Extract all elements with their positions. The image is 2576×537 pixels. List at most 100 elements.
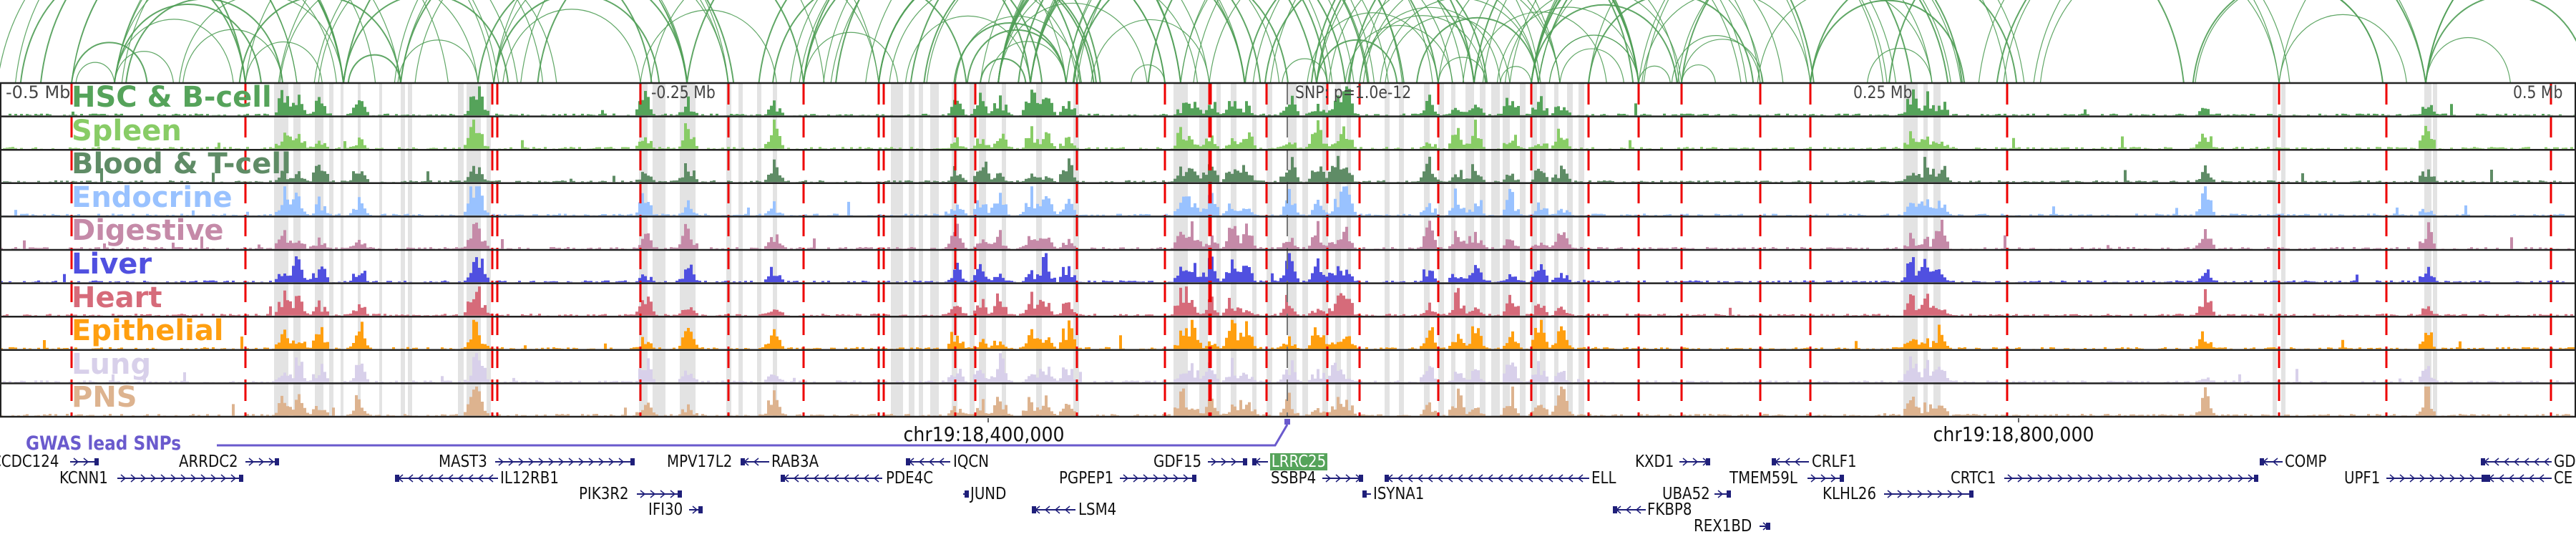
axis-label-right-mid: 0.25 Mb <box>1853 82 1913 102</box>
gene-label-kxd1[interactable]: KXD1 <box>1635 453 1674 471</box>
gene-label-tmem59l[interactable]: TMEM59L <box>1729 469 1797 488</box>
chromatin-loop-arc <box>2425 0 2454 83</box>
exon-block <box>2481 458 2485 465</box>
chromatin-loop-arc <box>71 42 148 83</box>
gene-label-ifi30[interactable]: IFI30 <box>648 500 683 519</box>
strand-arrow-icon <box>1810 474 1817 483</box>
track-label-blood-tcell[interactable]: Blood & T-cell <box>72 147 291 181</box>
strand-arrow-icon <box>578 458 585 466</box>
strand-arrow-icon <box>1527 474 1533 483</box>
chromatin-loop-arc <box>347 54 401 83</box>
exon-block <box>630 458 635 465</box>
gene-label-iqcn[interactable]: IQCN <box>953 453 990 471</box>
chromatin-loop-arc <box>1362 0 1561 83</box>
track-label-heart[interactable]: Heart <box>72 281 162 314</box>
exon-block <box>94 458 99 465</box>
strand-arrow-icon <box>1557 474 1563 483</box>
chromatin-loop-arc <box>502 9 641 83</box>
strand-arrow-icon <box>467 474 474 483</box>
chromatin-loop-arc <box>997 0 1246 83</box>
track-label-liver[interactable]: Liver <box>72 248 152 281</box>
strand-arrow-icon <box>1467 474 1473 483</box>
signal-hsc-b-cell <box>0 86 2576 116</box>
gene-label-ell[interactable]: ELL <box>1591 469 1616 488</box>
strand-arrow-icon <box>863 474 869 483</box>
gene-label-arrdc2[interactable]: ARRDC2 <box>179 453 238 471</box>
gene-label-crlf1[interactable]: CRLF1 <box>1812 453 1857 471</box>
track-label-hsc-bcell[interactable]: HSC & B-cell <box>72 81 272 114</box>
strand-arrow-icon <box>437 474 444 483</box>
axis-label-left-mid: -0.25 Mb <box>651 82 716 102</box>
track-label-lung[interactable]: Lung <box>72 347 152 381</box>
strand-arrow-icon <box>568 458 575 466</box>
strand-arrow-icon <box>1417 474 1423 483</box>
strand-arrow-icon <box>1917 490 1923 498</box>
exon-block <box>1243 458 1247 465</box>
strand-arrow-icon <box>120 474 127 483</box>
gene-label-gd[interactable]: GD <box>2554 453 2576 471</box>
strand-arrow-icon <box>130 474 137 483</box>
gene-label-ccdc124[interactable]: CCDC124 <box>0 453 59 471</box>
track-label-spleen[interactable]: Spleen <box>72 114 182 147</box>
gene-label-mpv17l2[interactable]: MPV17L2 <box>667 453 733 471</box>
strand-arrow-icon <box>200 474 207 483</box>
strand-arrow-icon <box>508 458 514 466</box>
gene-label-lrrc25[interactable]: LRRC25 <box>1270 453 1327 471</box>
strand-arrow-icon <box>793 474 799 483</box>
chromatin-loop-arc <box>2003 0 2290 83</box>
chromatin-loop-arc <box>1538 0 1763 83</box>
chromatin-loop-arc <box>1588 0 1888 83</box>
strand-arrow-icon <box>1547 474 1553 483</box>
chromatin-loop-arc <box>1018 0 1328 83</box>
strand-arrow-icon <box>1335 474 1342 483</box>
chromatin-loop-arc <box>1681 64 1717 83</box>
gene-label-rex1bd[interactable]: REX1BD <box>1694 517 1752 536</box>
strand-arrow-icon <box>427 474 434 483</box>
strand-arrow-icon <box>1487 474 1493 483</box>
strand-arrow-icon <box>1183 474 1189 483</box>
gene-label-comp[interactable]: COMP <box>2285 453 2327 471</box>
strand-arrow-icon <box>1123 474 1129 483</box>
chromatin-loop-arc <box>114 19 234 83</box>
gene-label-pik3r2[interactable]: PIK3R2 <box>579 485 629 503</box>
exon-block <box>1727 490 1731 498</box>
track-label-endocrine[interactable]: Endocrine <box>72 180 233 214</box>
gene-label-rab3a[interactable]: RAB3A <box>771 453 819 471</box>
gene-label-kcnn1[interactable]: KCNN1 <box>59 469 108 488</box>
gene-label-uba52[interactable]: UBA52 <box>1662 485 1710 503</box>
track-label-digestive[interactable]: Digestive <box>72 214 224 248</box>
axis-label-left-end: -0.5 Mb <box>6 82 71 102</box>
strand-arrow-icon <box>1477 474 1483 483</box>
gene-label-klhl26[interactable]: KLHL26 <box>1823 485 1877 503</box>
track-label-pns[interactable]: PNS <box>72 381 137 415</box>
gene-label-crtc1[interactable]: CRTC1 <box>1951 469 1996 488</box>
signal-pns <box>0 386 2576 416</box>
gene-label-gdf15[interactable]: GDF15 <box>1153 453 1202 471</box>
gene-label-ce[interactable]: CE <box>2554 469 2573 488</box>
gene-label-lsm4[interactable]: LSM4 <box>1078 500 1117 519</box>
chromatin-loop-arc <box>1509 0 1897 83</box>
chromatin-loop-arc <box>1677 0 1933 83</box>
gene-label-ssbp4[interactable]: SSBP4 <box>1271 469 1317 488</box>
gene-label-upf1[interactable]: UPF1 <box>2344 469 2381 488</box>
exon-block <box>1613 506 1617 513</box>
track-label-epithelial[interactable]: Epithelial <box>72 314 224 348</box>
gene-label-il12rb1[interactable]: IL12RB1 <box>500 469 559 488</box>
exon-block <box>698 506 703 513</box>
exon-block <box>2486 475 2490 482</box>
gene-label-jund[interactable]: JUND <box>970 485 1007 503</box>
strand-arrow-icon <box>588 458 595 466</box>
exon-block <box>395 475 399 482</box>
gene-label-pgpep1[interactable]: PGPEP1 <box>1059 469 1114 488</box>
strand-arrow-icon <box>2127 474 2134 483</box>
gene-label-fkbp8[interactable]: FKBP8 <box>1647 500 1692 519</box>
gene-label-pde4c[interactable]: PDE4C <box>886 469 934 488</box>
chromatin-loop-arc <box>997 0 1262 83</box>
strand-arrow-icon <box>2518 474 2524 483</box>
gene-label-mast3[interactable]: MAST3 <box>439 453 487 471</box>
strand-arrow-icon <box>2228 474 2234 483</box>
gene-label-isyna1[interactable]: ISYNA1 <box>1373 485 1425 503</box>
strand-arrow-icon <box>1457 474 1463 483</box>
chromatin-loop-arc <box>789 0 1067 83</box>
exon-block <box>741 458 745 465</box>
